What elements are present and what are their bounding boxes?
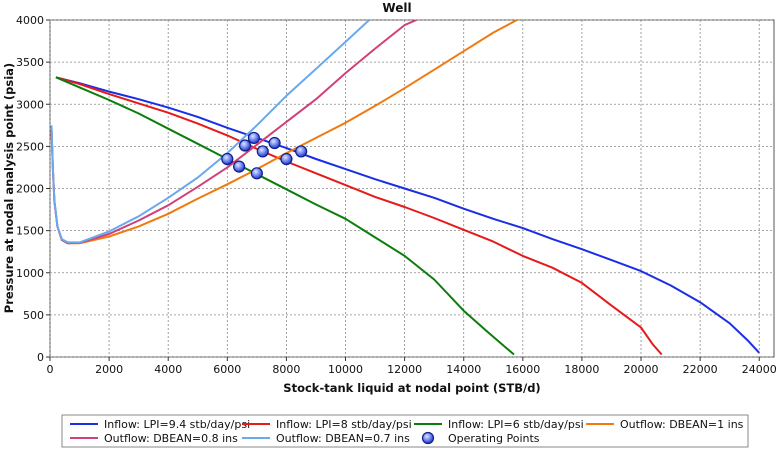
x-tick-label: 12000 xyxy=(387,363,422,376)
operating-point xyxy=(233,160,246,173)
x-tick-label: 0 xyxy=(47,363,54,376)
x-tick-label: 4000 xyxy=(154,363,182,376)
legend-label-2: Inflow: LPI=6 stb/day/psi xyxy=(448,418,584,431)
y-tick-label: 3000 xyxy=(16,98,44,111)
y-axis-title: Pressure at nodal analysis point (psia) xyxy=(2,63,16,313)
legend-label-operating-points: Operating Points xyxy=(448,432,540,445)
y-tick-label: 4000 xyxy=(16,14,44,27)
legend-label-1: Inflow: LPI=8 stb/day/psi xyxy=(276,418,412,431)
x-tick-label: 2000 xyxy=(95,363,123,376)
operating-point xyxy=(250,167,263,180)
operating-point xyxy=(256,145,269,158)
x-tick-label: 6000 xyxy=(213,363,241,376)
operating-point xyxy=(280,152,293,166)
legend-label-5: Outflow: DBEAN=0.7 ins xyxy=(276,432,410,445)
x-tick-label: 24000 xyxy=(742,363,777,376)
operating-points xyxy=(221,131,308,180)
series-line-2 xyxy=(55,76,515,356)
legend-label-0: Inflow: LPI=9.4 stb/day/psi xyxy=(104,418,250,431)
x-axis-title: Stock-tank liquid at nodal point (STB/d) xyxy=(283,381,540,395)
legend-swatch-operating-points xyxy=(421,431,435,445)
legend-label-4: Outflow: DBEAN=0.8 ins xyxy=(104,432,238,445)
y-tick-label: 0 xyxy=(37,351,44,364)
operating-point xyxy=(268,136,281,150)
operating-point xyxy=(295,145,308,158)
operating-point xyxy=(247,131,261,145)
y-tick-label: 2500 xyxy=(16,140,44,153)
y-tick-label: 3500 xyxy=(16,56,44,69)
series-line-1 xyxy=(55,76,663,356)
x-tick-label: 16000 xyxy=(505,363,540,376)
series-line-5 xyxy=(50,20,370,244)
series-line-0 xyxy=(55,76,760,354)
grid-lines xyxy=(49,19,774,358)
y-tick-label: 1500 xyxy=(16,225,44,238)
chart-title: Well xyxy=(382,1,411,15)
legend-label-3: Outflow: DBEAN=1 ins xyxy=(620,418,744,431)
y-axis-ticks: 0 500 1000 1500 2000 2500 3000 3500 4000 xyxy=(16,14,50,364)
x-axis-ticks: 0 2000 4000 6000 8000 10000 12000 14000 16000 180… xyxy=(47,357,777,376)
y-tick-label: 1000 xyxy=(16,267,44,280)
x-tick-label: 18000 xyxy=(564,363,599,376)
x-tick-label: 10000 xyxy=(328,363,363,376)
legend-box xyxy=(61,414,749,448)
x-tick-label: 8000 xyxy=(272,363,300,376)
operating-point xyxy=(238,139,252,152)
series-lines xyxy=(50,20,760,356)
x-tick-label: 22000 xyxy=(683,363,718,376)
y-tick-label: 2000 xyxy=(16,183,44,196)
operating-point xyxy=(221,152,234,166)
y-tick-label: 500 xyxy=(23,309,44,322)
x-tick-label: 14000 xyxy=(446,363,481,376)
legend: Inflow: LPI=9.4 stb/day/psi Inflow: LPI=8… xyxy=(70,418,744,445)
x-tick-label: 20000 xyxy=(624,363,659,376)
